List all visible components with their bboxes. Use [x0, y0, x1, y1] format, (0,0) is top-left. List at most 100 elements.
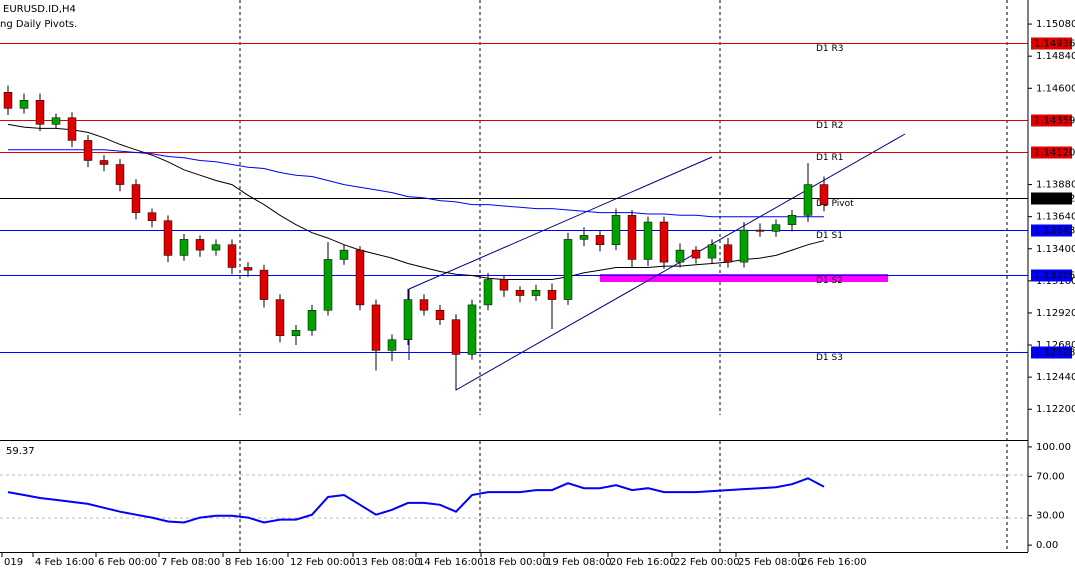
y-tick-label: 1.13880	[1036, 180, 1075, 191]
price-box-label: 1.13543	[1034, 226, 1075, 237]
pivot-name: D1 S3	[816, 353, 843, 363]
candle-body	[755, 229, 765, 232]
candle-body	[371, 304, 381, 351]
price-box-label: 1.13782	[1034, 194, 1075, 205]
x-tick-label: 4 Feb 16:00	[35, 557, 94, 568]
candle-body	[227, 244, 237, 268]
candle-body	[579, 235, 589, 240]
price-box	[1031, 224, 1072, 237]
y-tick-label: 1.12440	[1036, 372, 1075, 383]
candle-body	[419, 299, 429, 311]
x-tick-label: 12 Feb 00:00	[290, 557, 356, 568]
candle-body	[67, 117, 77, 141]
candle-body	[339, 249, 349, 260]
price-box-label: 1.13205	[1034, 271, 1075, 282]
candle-body	[483, 279, 493, 306]
candle-body	[739, 229, 749, 263]
candle-body	[595, 235, 605, 245]
candle-body	[51, 117, 61, 125]
candle-body	[531, 289, 541, 296]
x-tick-label: 14 Feb 16:00	[418, 557, 484, 568]
candle-body	[83, 140, 93, 161]
y-tick-label: 1.14840	[1036, 51, 1075, 62]
osc-tick-label: 30.00	[1036, 511, 1065, 522]
y-tick-label: 1.13400	[1036, 244, 1075, 255]
trend-line	[408, 156, 713, 290]
candle-body	[435, 310, 445, 320]
price-box-label: 1.14359	[1034, 116, 1075, 127]
candle-body	[99, 160, 109, 165]
candle-body	[515, 289, 525, 296]
y-tick-label: 1.14600	[1036, 83, 1075, 94]
y-tick-label: 1.12920	[1036, 308, 1075, 319]
candle-body	[787, 215, 797, 225]
y-tick-label: 1.12680	[1036, 340, 1075, 351]
candle-body	[323, 259, 333, 311]
candle-body	[291, 330, 301, 336]
osc-tick-label: 0.00	[1036, 540, 1058, 551]
x-tick-label: 6 Feb 00:00	[98, 557, 157, 568]
osc-tick-label: 70.00	[1036, 471, 1065, 482]
price-box	[1031, 269, 1072, 282]
plot-area	[3, 85, 829, 391]
candle-body	[211, 244, 221, 251]
candle-body	[3, 92, 13, 109]
price-box	[1031, 146, 1072, 159]
candle-body	[771, 224, 781, 232]
candle-body	[259, 269, 269, 300]
candle-body	[147, 212, 157, 221]
x-tick-label: 25 Feb 08:00	[738, 557, 804, 568]
x-tick-label: 22 Feb 00:00	[674, 557, 740, 568]
y-tick-label: 1.12200	[1036, 404, 1075, 415]
candle-body	[611, 215, 621, 245]
pivot-name: D1 S1	[816, 231, 843, 241]
chart-title: EURUSD.ID,H4	[3, 4, 76, 15]
moving-average	[8, 149, 824, 218]
candle-body	[19, 100, 29, 109]
candle-body	[451, 319, 461, 355]
oscillator-value: 59.37	[6, 446, 35, 457]
x-tick-label: 8 Feb 16:00	[225, 557, 284, 568]
candle-body	[563, 239, 573, 300]
x-tick-label: 13 Feb 08:00	[355, 557, 421, 568]
candle-body	[691, 249, 701, 259]
price-box	[1031, 37, 1072, 50]
moving-average	[7, 123, 825, 280]
candle-body	[163, 220, 173, 256]
candle-body	[659, 221, 669, 263]
y-tick-label: 1.13640	[1036, 212, 1075, 223]
y-tick-label: 1.15080	[1036, 19, 1075, 30]
candle-body	[179, 239, 189, 256]
candle-body	[195, 239, 205, 251]
pivot-name: D1 R2	[816, 121, 844, 131]
price-box	[1031, 192, 1072, 205]
support-zone	[600, 274, 888, 282]
candle-body	[355, 249, 365, 306]
candle-body	[547, 289, 557, 300]
pivot-name: D1 R1	[816, 153, 844, 163]
oscillator-line	[7, 477, 825, 524]
price-box	[1031, 346, 1072, 359]
price-box-label: 1.14120	[1034, 148, 1075, 159]
pivot-name: D1 Pivot	[816, 199, 854, 209]
candle-body	[467, 304, 477, 355]
candle-body	[307, 310, 317, 331]
x-tick-label: 7 Feb 08:00	[161, 557, 220, 568]
candle-body	[723, 244, 733, 263]
indicator-name: ng Daily Pivots.	[0, 19, 77, 30]
x-tick-label: 019	[4, 557, 23, 568]
candle-body	[643, 221, 653, 260]
osc-tick-label: 100.00	[1036, 442, 1071, 453]
candle-body	[675, 249, 685, 263]
pivot-name: D1 R3	[816, 44, 844, 54]
candle-body	[131, 184, 141, 213]
x-tick-label: 18 Feb 00:00	[483, 557, 549, 568]
candle-body	[387, 339, 397, 351]
x-tick-label: 19 Feb 08:00	[546, 557, 612, 568]
candle-body	[499, 279, 509, 291]
x-tick-label: 20 Feb 16:00	[610, 557, 676, 568]
price-box-label: 1.14936	[1034, 39, 1075, 50]
